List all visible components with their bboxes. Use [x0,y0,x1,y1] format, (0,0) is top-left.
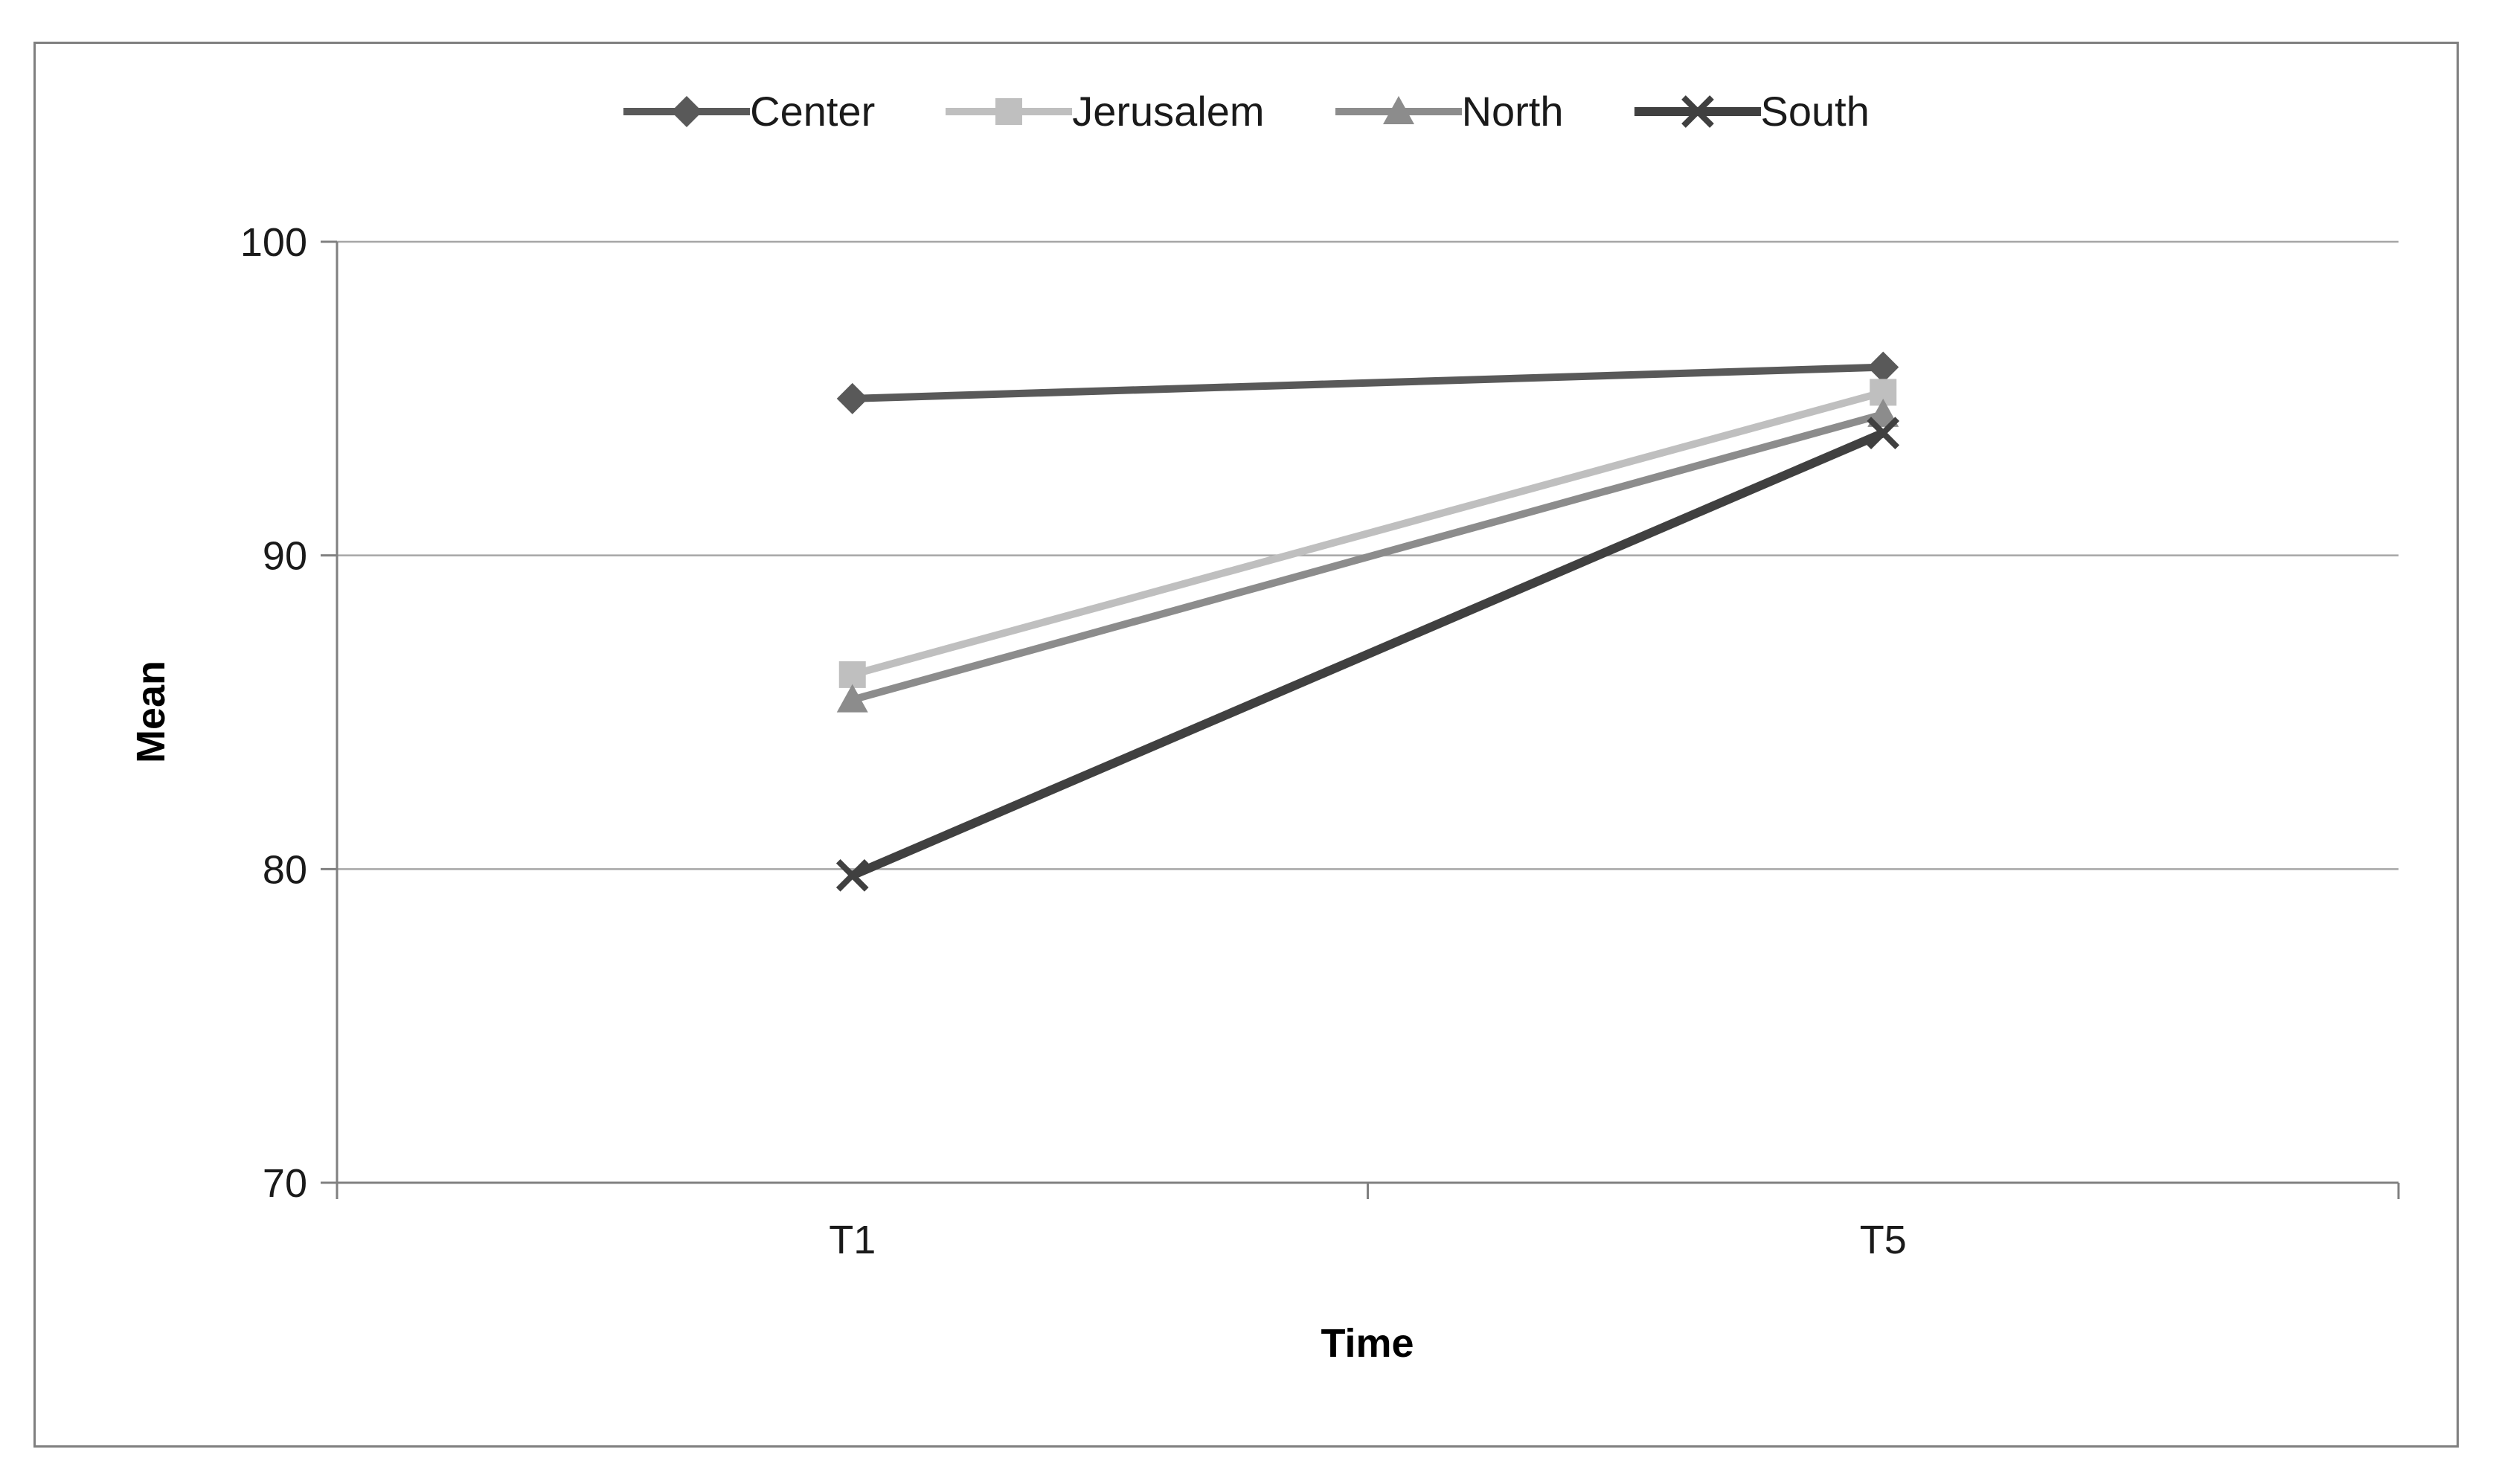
legend-label: Center [750,88,876,135]
square-icon [946,98,1073,125]
legend-label: South [1760,88,1870,135]
diamond-icon [623,96,751,127]
y-axis-title: Mean [129,660,173,764]
chart-frame [33,42,2459,1448]
legend-item-center: Center [623,91,875,132]
svg-text:80: 80 [263,847,307,892]
legend-label: Jerusalem [1072,88,1265,135]
svg-text:T5: T5 [1860,1218,1907,1262]
legend-item-north: North [1335,91,1564,132]
svg-text:90: 90 [263,534,307,579]
svg-text:100: 100 [240,220,307,265]
x-icon [1634,95,1761,128]
svg-text:70: 70 [263,1161,307,1206]
legend-label: North [1461,88,1564,135]
legend-item-south: South [1634,91,1870,132]
legend-item-jerusalem: Jerusalem [946,88,1265,135]
legend: Center Jerusalem North South [0,91,2493,132]
x-axis-title: Time [1321,1321,1414,1366]
svg-text:T1: T1 [829,1218,876,1262]
triangle-icon [1335,96,1462,124]
